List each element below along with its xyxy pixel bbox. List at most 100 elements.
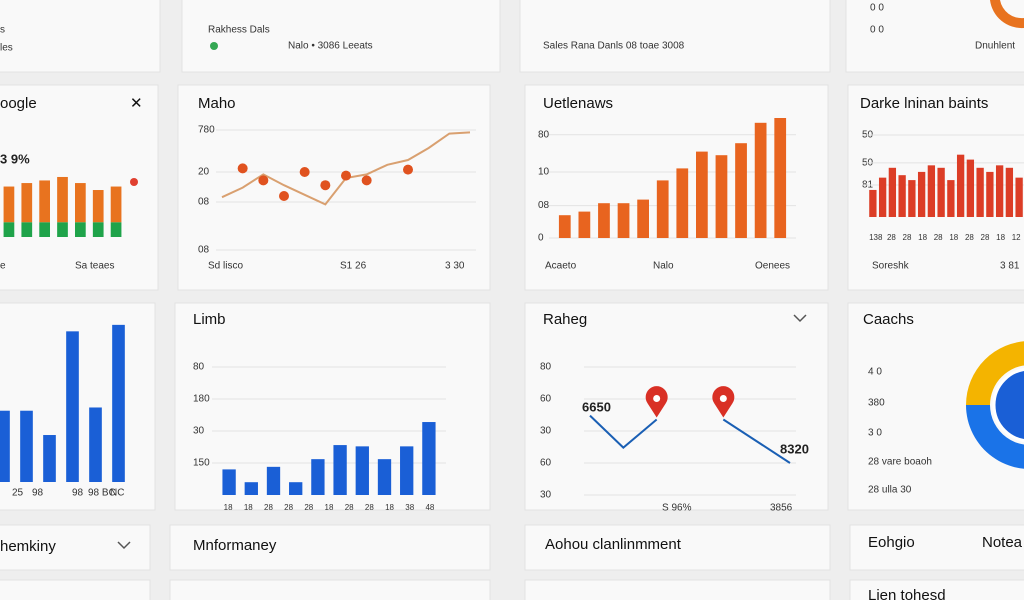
close-button[interactable]: ✕ <box>130 95 143 112</box>
x-label: 3 30 <box>445 261 465 272</box>
x-tick-label: 28 <box>887 233 896 242</box>
x-tick-label: 18 <box>949 233 958 242</box>
bar <box>110 186 122 223</box>
bar <box>774 118 787 238</box>
bar <box>112 324 125 482</box>
bar <box>400 446 414 495</box>
bar <box>1005 167 1014 217</box>
bar <box>66 331 79 482</box>
card-title: Lien tohesd <box>868 587 946 600</box>
y-tick-label: 780 <box>198 125 215 136</box>
x-label: Soreshk <box>872 261 910 272</box>
bar <box>3 222 15 237</box>
line <box>589 414 791 464</box>
pin-dot <box>653 394 661 402</box>
bar <box>333 445 347 495</box>
card-title: Aohou clanlinmment <box>545 536 682 553</box>
bar <box>715 155 728 238</box>
x-tick-label: 48 <box>425 503 434 512</box>
legend-text: 3 0 <box>868 428 882 439</box>
y-tick-label: 80 <box>540 362 552 373</box>
bar <box>20 410 33 482</box>
bar <box>637 199 649 238</box>
card-title: Limb <box>193 311 226 328</box>
bar <box>92 190 104 223</box>
bar <box>696 151 708 238</box>
card-title: Raheg <box>543 311 587 328</box>
x-tick-label: 28 <box>903 233 912 242</box>
card <box>849 579 1024 600</box>
bar <box>57 222 68 237</box>
legend-text: 28 ulla 30 <box>868 485 912 496</box>
marker <box>403 164 413 175</box>
card-title: Dnuhlent <box>975 41 1015 52</box>
card <box>0 0 161 73</box>
x-tick-label: 38 <box>405 503 414 512</box>
card-title: hemkiny <box>0 538 56 555</box>
x-label: Sd lisco <box>208 261 243 272</box>
card[interactable] <box>524 524 831 571</box>
x-tick-label: 18 <box>996 233 1005 242</box>
x-label: 3 81 <box>1000 261 1020 272</box>
bar <box>92 222 104 237</box>
x-tick-label: 18 <box>224 503 233 512</box>
x-label: Nalo <box>653 261 674 272</box>
bar <box>558 215 571 238</box>
card-title: Darke lninan baints <box>860 95 988 112</box>
y-tick-label: 08 <box>198 197 210 208</box>
x-tick-label: 28 <box>365 503 374 512</box>
bar <box>89 407 102 482</box>
bar <box>735 143 747 238</box>
dot <box>130 178 138 186</box>
annotation: 6650 <box>582 399 611 414</box>
bar <box>917 171 926 217</box>
x-label: Sa teaes <box>75 261 114 272</box>
card[interactable] <box>169 524 491 571</box>
card <box>169 579 491 600</box>
bar <box>0 410 10 482</box>
bar <box>110 222 122 237</box>
card <box>519 0 831 73</box>
chevron[interactable] <box>117 541 131 550</box>
x-tick-label: 138 <box>869 233 883 242</box>
bar <box>21 183 33 223</box>
bar <box>754 122 767 238</box>
x-tick-label: 18 <box>918 233 927 242</box>
x-tick-label: 18 <box>385 503 394 512</box>
card-title: Mnformaney <box>193 537 277 554</box>
bar <box>1015 177 1023 217</box>
legend-text: 28 vare boaoh <box>868 457 932 468</box>
x-label: Oenees <box>755 261 790 272</box>
pie-slice <box>966 405 1024 469</box>
bar <box>995 165 1004 217</box>
marker <box>279 191 289 201</box>
x-label: e <box>0 261 6 272</box>
bar <box>676 168 689 238</box>
y-tick-label: 80 <box>538 129 550 140</box>
card-title: Eohgio <box>868 534 915 551</box>
chevron[interactable] <box>793 314 807 323</box>
marker <box>341 170 351 181</box>
bar <box>222 469 236 495</box>
legend-text: 4 0 <box>868 367 882 378</box>
x-tick-label: 28 <box>264 503 273 512</box>
x-label: 98 BC <box>88 488 116 499</box>
x-label: S 96% <box>662 503 692 514</box>
y-tick-label: 80 <box>193 362 205 373</box>
y-tick-label: 10 <box>538 167 550 178</box>
x-tick-label: 18 <box>325 503 334 512</box>
card-line: 0 0 <box>870 25 884 36</box>
bar <box>21 222 33 237</box>
y-tick-label: 08 <box>538 200 550 211</box>
bar <box>39 180 50 223</box>
y-tick-label: 20 <box>198 167 210 178</box>
x-tick-label: 28 <box>345 503 354 512</box>
x-tick-label: 28 <box>304 503 313 512</box>
card[interactable] <box>849 524 1024 571</box>
y-tick-label: 0 <box>538 233 544 244</box>
bar <box>869 189 877 217</box>
legend-text: 380 <box>868 398 885 409</box>
bar <box>937 167 945 217</box>
pin-dot <box>719 394 727 402</box>
card-title: oogle <box>0 95 37 112</box>
